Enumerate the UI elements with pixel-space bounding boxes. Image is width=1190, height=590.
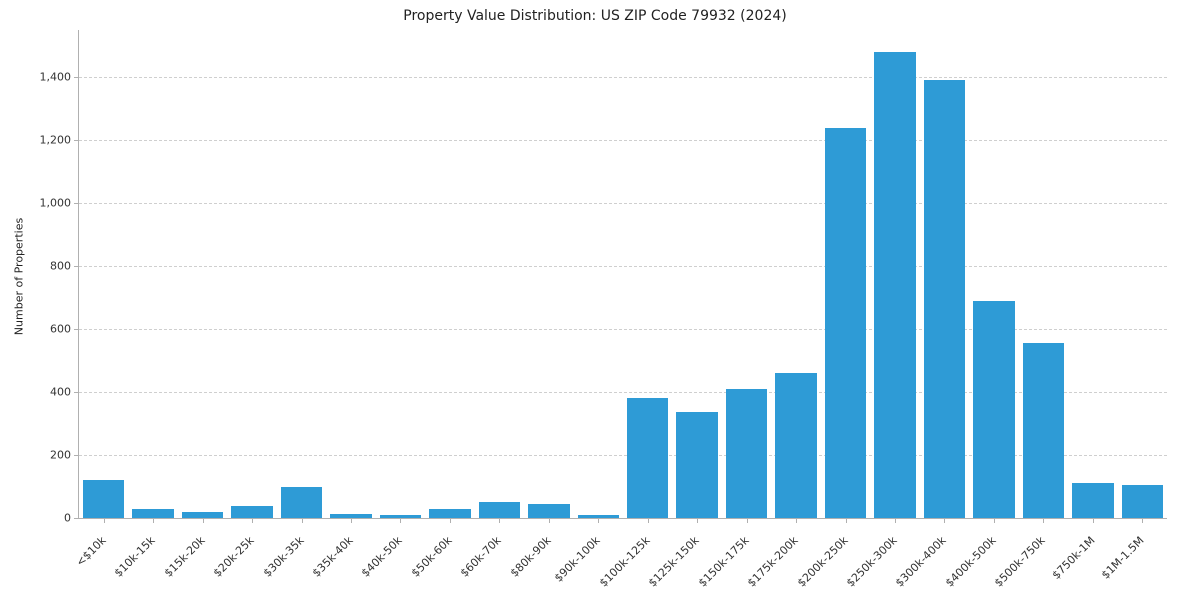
- y-tick-mark: [74, 266, 79, 268]
- y-tick-label: 1,000: [39, 196, 72, 210]
- y-tick-mark: [74, 140, 79, 142]
- x-tick-mark: [202, 518, 204, 523]
- x-tick-label: $175k-200k: [745, 533, 801, 590]
- bar-$750k-1M: [1072, 482, 1114, 518]
- x-tick-mark: [944, 518, 946, 523]
- x-tick-label: $30k-35k: [260, 533, 307, 580]
- x-tick-label: $80k-90k: [507, 533, 554, 580]
- gridline: [79, 455, 1167, 457]
- x-tick-label: $400k-500k: [942, 533, 999, 590]
- bar-$15k-20k: [181, 511, 224, 518]
- x-tick-mark: [796, 518, 798, 523]
- x-tick-mark: [993, 518, 995, 523]
- gridline: [79, 392, 1167, 394]
- bar-$20k-25k: [231, 506, 273, 518]
- x-tick-label: $10k-15k: [112, 533, 158, 580]
- x-tick-mark: [746, 518, 748, 523]
- x-tick-mark: [1043, 518, 1045, 523]
- x-tick-mark: [845, 518, 847, 523]
- gridline: [79, 329, 1167, 331]
- y-tick-mark: [74, 203, 79, 205]
- x-tick-label: $1M-1.5M: [1099, 533, 1147, 582]
- y-tick-mark: [74, 77, 79, 79]
- y-tick-mark: [74, 518, 79, 519]
- bar-$35k-40k: [330, 514, 372, 518]
- y-tick-mark: [74, 392, 79, 394]
- x-tick-label: $60k-70k: [458, 533, 504, 580]
- bar-$125k-150k: [676, 411, 718, 518]
- bar-$175k-200k: [775, 372, 817, 518]
- x-tick-mark: [153, 518, 155, 523]
- x-tick-label: <$10k: [73, 533, 109, 569]
- x-tick-label: $90k-100k: [552, 533, 603, 585]
- y-tick-label: 400: [50, 385, 71, 399]
- x-tick-mark: [351, 518, 352, 523]
- x-tick-mark: [449, 518, 451, 523]
- x-tick-mark: [301, 518, 303, 523]
- x-tick-label: $100k-125k: [596, 533, 653, 590]
- bar-$90k-100k: [577, 515, 620, 518]
- y-tick-label: 200: [50, 448, 71, 462]
- bar-$150k-175k: [725, 388, 768, 518]
- bar-$1M-1.5M: [1121, 484, 1164, 518]
- bar-$400k-500k: [973, 300, 1015, 518]
- gridline: [79, 140, 1167, 142]
- bar-$50k-60k: [429, 509, 471, 518]
- x-tick-mark: [400, 518, 402, 523]
- x-tick-mark: [499, 518, 501, 523]
- y-tick-label: 800: [50, 259, 71, 273]
- y-tick-mark: [74, 455, 79, 457]
- x-tick-label: $150k-175k: [695, 533, 752, 590]
- bar-$100k-125k: [626, 398, 669, 518]
- bar-$30k-35k: [280, 486, 323, 518]
- y-tick-mark: [74, 329, 79, 331]
- x-tick-label: $300k-400k: [893, 533, 950, 590]
- x-tick-label: $250k-300k: [843, 533, 900, 590]
- y-tick-label: 1,400: [39, 70, 72, 84]
- x-tick-label: $50k-60k: [408, 533, 455, 580]
- x-tick-label: $15k-20k: [161, 533, 208, 580]
- x-tick-mark: [252, 518, 254, 523]
- x-tick-label: $200k-250k: [794, 533, 851, 590]
- bar-<$10k: [82, 480, 125, 518]
- bar-$10k-15k: [132, 508, 174, 518]
- bar-$250k-300k: [874, 52, 916, 518]
- chart-title: Property Value Distribution: US ZIP Code…: [403, 8, 787, 24]
- y-tick-label: 0: [64, 511, 71, 525]
- x-tick-mark: [103, 518, 105, 523]
- bar-$60k-70k: [478, 502, 521, 518]
- bar-$500k-750k: [1022, 343, 1065, 518]
- gridline: [79, 203, 1167, 205]
- x-tick-label: $500k-750k: [992, 533, 1048, 590]
- x-tick-mark: [1142, 518, 1144, 523]
- x-tick-label: $40k-50k: [359, 533, 406, 580]
- x-tick-label: $125k-150k: [646, 533, 702, 590]
- y-tick-label: 600: [50, 322, 71, 336]
- bar-$40k-50k: [379, 515, 422, 518]
- gridline: [79, 77, 1167, 79]
- bar-$300k-400k: [923, 80, 966, 518]
- y-axis-label: Number of Properties: [12, 217, 26, 336]
- plot-area: 0 200 400 600 800 1,000 1,200 1,400 <$10k $10k-15…: [40, 30, 1167, 590]
- x-tick-mark: [697, 518, 699, 523]
- gridline: [79, 266, 1167, 268]
- y-tick-label: 1,200: [39, 133, 72, 147]
- x-tick-mark: [647, 518, 649, 523]
- x-tick-mark: [895, 518, 896, 523]
- x-tick-mark: [1092, 518, 1094, 523]
- x-tick-label: $35k-40k: [309, 533, 356, 580]
- x-tick-label: $750k-1M: [1049, 533, 1098, 582]
- x-tick-mark: [598, 518, 600, 523]
- x-tick-label: $20k-25k: [210, 533, 257, 580]
- bar-$200k-250k: [824, 127, 867, 518]
- x-tick-mark: [548, 518, 550, 523]
- bar-$80k-90k: [528, 503, 570, 518]
